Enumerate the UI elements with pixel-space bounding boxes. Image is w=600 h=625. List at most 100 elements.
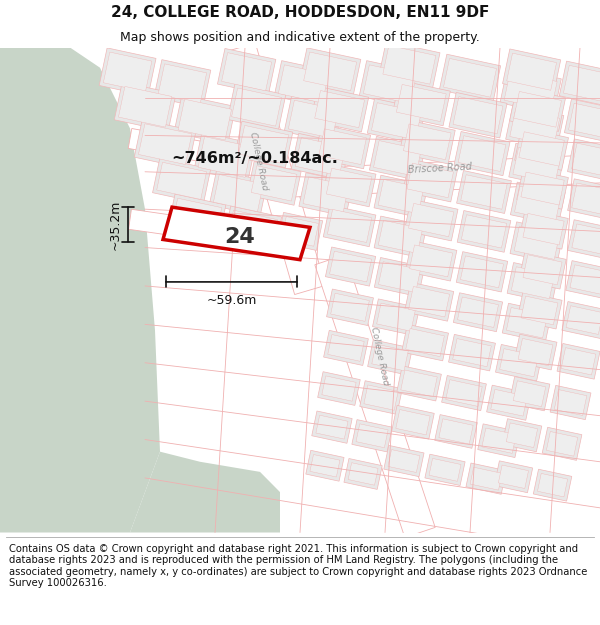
Polygon shape [515,186,561,221]
Polygon shape [227,84,286,131]
Polygon shape [404,199,458,241]
Polygon shape [466,463,506,494]
Polygon shape [328,334,364,361]
Polygon shape [228,210,277,244]
Polygon shape [278,65,328,103]
Polygon shape [397,366,442,401]
Polygon shape [523,255,562,285]
Polygon shape [289,100,338,138]
Polygon shape [356,424,388,448]
Polygon shape [152,158,211,204]
Polygon shape [453,97,503,134]
Polygon shape [315,91,365,128]
Polygon shape [367,99,425,144]
Polygon shape [557,344,600,379]
Polygon shape [510,109,560,146]
Polygon shape [373,299,419,336]
Polygon shape [378,220,422,253]
Polygon shape [569,103,600,139]
Polygon shape [368,340,412,375]
Polygon shape [274,61,332,107]
Polygon shape [312,411,352,443]
Polygon shape [572,224,600,256]
Polygon shape [506,308,547,338]
Polygon shape [392,80,451,126]
Polygon shape [500,349,538,377]
Polygon shape [173,198,222,232]
Polygon shape [316,415,348,439]
Polygon shape [388,449,420,472]
Polygon shape [439,419,473,444]
Polygon shape [304,52,356,91]
Text: College Road: College Road [370,326,391,386]
Polygon shape [326,168,372,202]
Polygon shape [103,52,152,92]
Text: Map shows position and indicative extent of the property.: Map shows position and indicative extent… [120,31,480,44]
Polygon shape [503,49,561,94]
Polygon shape [374,175,428,218]
Polygon shape [392,406,434,439]
Polygon shape [513,148,560,183]
Polygon shape [547,431,578,456]
Polygon shape [461,175,507,209]
Polygon shape [214,174,263,212]
Polygon shape [572,143,600,177]
Polygon shape [487,385,532,420]
Polygon shape [352,419,392,452]
Polygon shape [542,428,582,461]
Text: College Road: College Road [248,131,269,191]
Polygon shape [521,172,564,205]
Polygon shape [504,71,557,110]
Polygon shape [517,292,562,329]
Polygon shape [396,409,430,435]
Polygon shape [403,159,458,202]
Polygon shape [519,209,568,249]
Polygon shape [460,256,503,288]
Polygon shape [507,53,557,90]
Polygon shape [169,194,226,237]
Polygon shape [506,423,538,448]
Polygon shape [456,252,508,292]
Polygon shape [329,251,371,282]
Polygon shape [407,163,454,198]
Polygon shape [397,84,446,122]
Polygon shape [374,216,427,258]
Polygon shape [130,452,280,532]
Polygon shape [521,296,558,325]
Polygon shape [449,92,507,138]
Polygon shape [118,86,172,127]
Polygon shape [533,469,572,501]
Polygon shape [370,136,425,181]
Polygon shape [566,306,600,334]
Text: ~35.2m: ~35.2m [109,199,122,249]
Polygon shape [277,213,323,251]
Polygon shape [383,46,436,84]
Polygon shape [299,173,353,216]
Polygon shape [518,338,553,366]
Polygon shape [128,129,242,169]
Polygon shape [554,389,587,416]
Polygon shape [232,88,281,126]
Polygon shape [281,217,319,246]
Polygon shape [359,61,421,108]
Polygon shape [457,171,511,214]
Polygon shape [561,348,596,375]
Polygon shape [154,59,211,108]
Text: 24, COLLEGE ROAD, HODDESDON, EN11 9DF: 24, COLLEGE ROAD, HODDESDON, EN11 9DF [111,6,489,21]
Polygon shape [378,179,424,214]
Polygon shape [247,161,301,205]
Polygon shape [514,334,557,370]
Polygon shape [348,462,378,485]
Polygon shape [568,179,600,220]
Polygon shape [514,91,562,127]
Polygon shape [364,385,398,410]
Polygon shape [328,209,372,242]
Polygon shape [458,297,499,328]
Polygon shape [163,207,310,260]
Polygon shape [235,121,293,168]
Polygon shape [379,41,440,88]
Polygon shape [323,205,376,247]
Polygon shape [482,428,516,453]
Polygon shape [384,446,424,477]
Polygon shape [377,303,415,331]
